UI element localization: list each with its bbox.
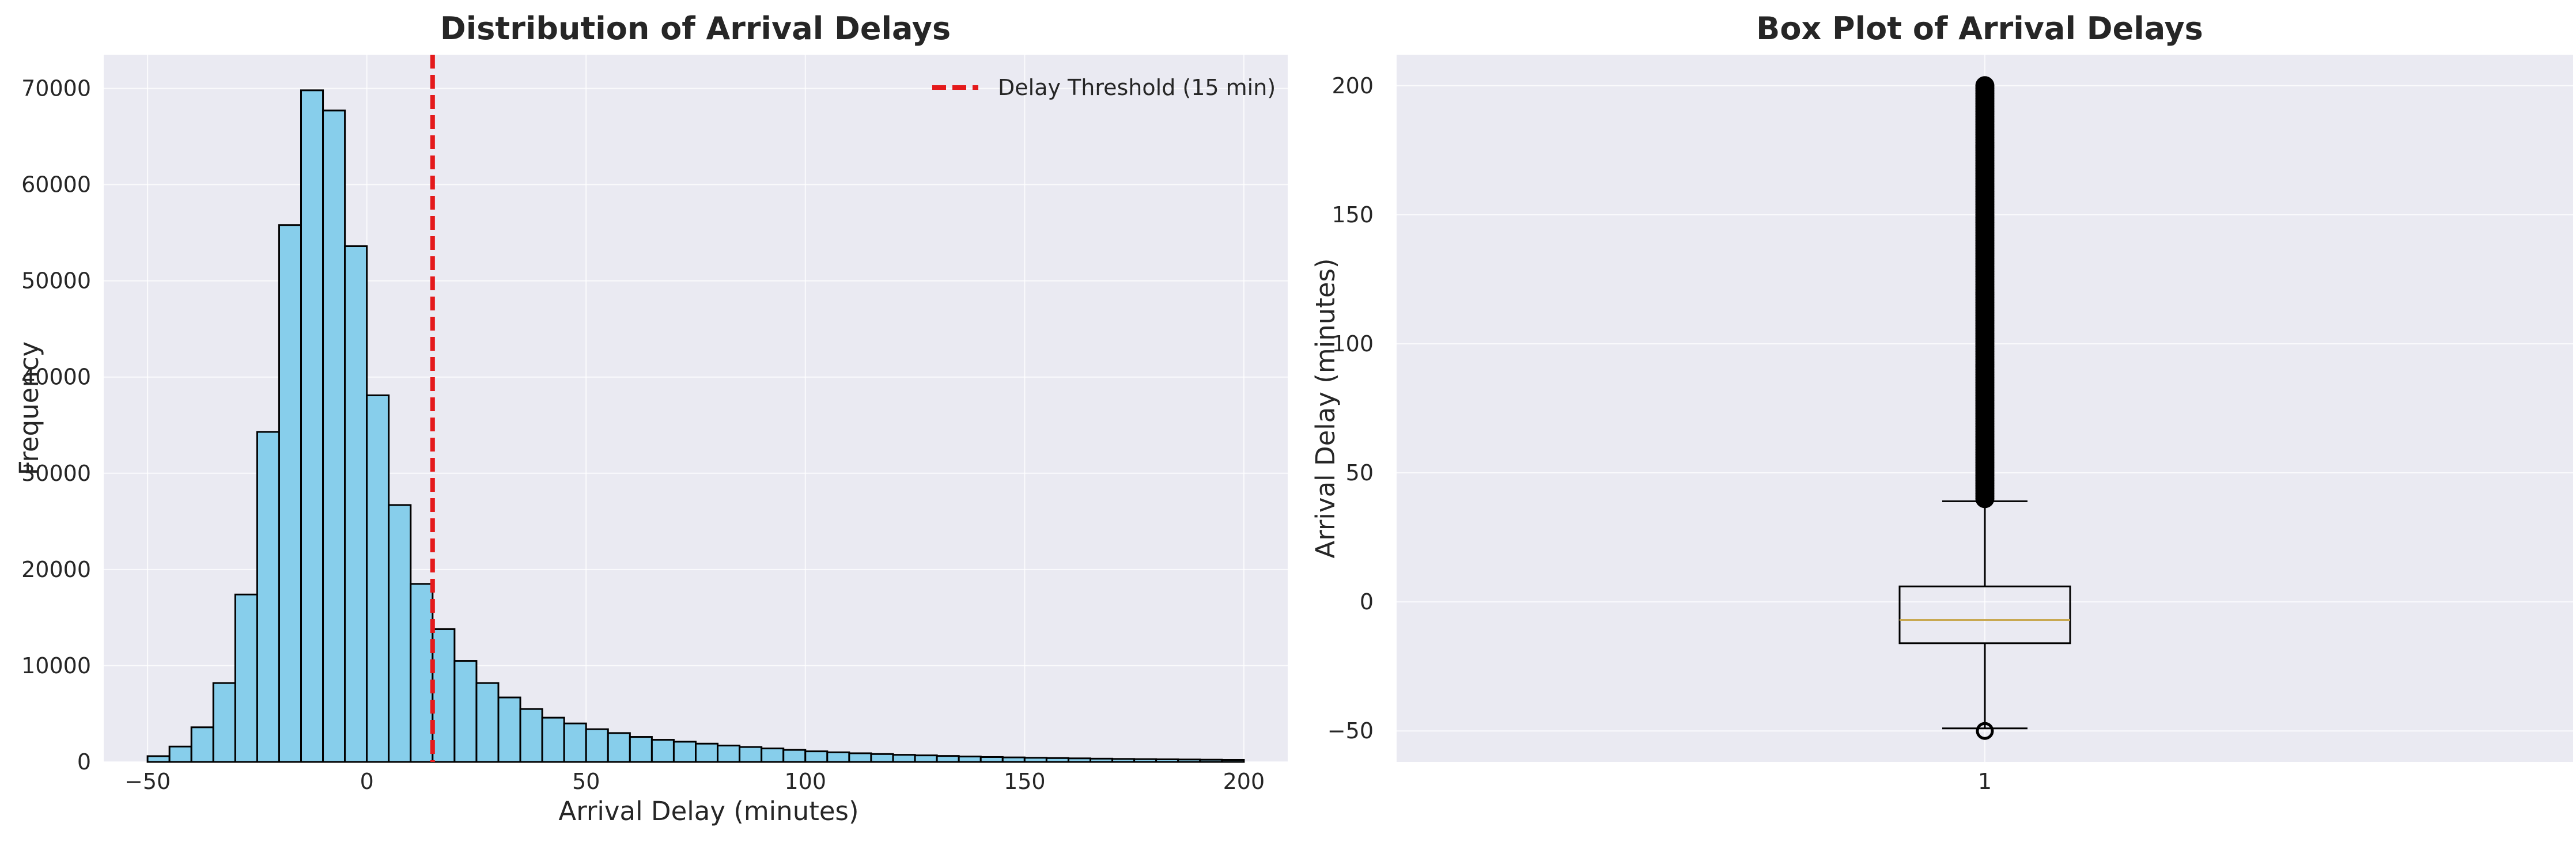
y-tick-label: 70000 [21,75,91,101]
histogram-bar [1177,758,1201,763]
boxplot [1898,76,2071,740]
histogram-bar [146,755,171,763]
histogram-bar [782,749,807,763]
histogram-bar [695,742,719,763]
y-tick-label: −50 [1327,718,1374,743]
x-tick-label: 1 [1978,769,1992,794]
legend: Delay Threshold (15 min) [932,75,1276,100]
histogram-y-ticks: 0 10000 20000 30000 40000 50000 60000 70000 [21,75,91,775]
x-tick-label: 0 [360,769,374,794]
histogram-y-axis-label: Frequency [14,342,44,475]
histogram-title: Distribution of Arrival Delays [440,10,951,47]
y-tick-label: 100 [1331,331,1374,356]
histogram-bar [212,682,236,763]
histogram-bar [1023,757,1047,763]
histogram-bar [1067,757,1092,763]
x-tick-label: 150 [1004,769,1046,794]
histogram-bar [804,750,829,763]
histogram-bar [585,728,609,763]
histogram-bar [234,593,258,763]
histogram-bar [1090,757,1114,763]
histogram-bar [432,628,456,763]
histogram-bar [366,394,390,763]
histogram-bar [475,682,500,763]
outlier-point [1976,722,1994,740]
boxplot-panel: −50 0 50 100 150 200 1 Box Plot of Arrival De… [1310,10,2573,794]
y-tick-label: 40000 [21,365,91,390]
y-tick-label: 200 [1331,73,1374,98]
box-iqr [1898,585,2071,644]
histogram-bar [300,89,324,763]
histogram-bar [256,431,280,763]
histogram-bar [979,756,1004,763]
histogram-bar [1199,758,1223,763]
histogram-bar [541,716,565,763]
histogram-bar [607,732,631,763]
histogram-bar [1001,756,1026,763]
outlier-point [1975,76,1995,96]
histogram-bar [1155,758,1179,763]
x-tick-label: 50 [572,769,600,794]
histogram-x-ticks: −50 0 50 100 150 200 [124,769,1265,794]
histogram-bar [650,739,675,763]
histogram-bar [672,741,697,763]
boxplot-title: Box Plot of Arrival Delays [1756,10,2203,47]
histogram-bar [168,745,192,763]
legend-threshold-label: Delay Threshold (15 min) [998,75,1276,100]
histogram-bar [739,746,763,763]
y-tick-label: 60000 [21,172,91,198]
x-tick-label: −50 [124,769,171,794]
histogram-bar [826,751,850,763]
histogram-bars [146,89,1245,763]
histogram-bar [497,696,521,763]
histogram-bar [892,754,916,763]
y-tick-label: 30000 [21,461,91,486]
histogram-bar [190,726,214,763]
histogram-bar [410,583,434,763]
histogram-bar [563,722,587,763]
y-tick-label: 20000 [21,557,91,582]
histogram-bar [914,754,938,763]
histogram-bar [1133,758,1158,763]
histogram-bar [717,745,741,763]
histogram-bar [322,109,346,763]
boxplot-x-ticks: 1 [1978,769,1992,794]
boxplot-y-ticks: −50 0 50 100 150 200 [1327,73,1374,743]
histogram-bar [848,752,872,763]
y-tick-label: 0 [77,749,91,775]
histogram-bar [936,755,960,763]
x-tick-label: 200 [1223,769,1265,794]
histogram-bar [761,748,785,763]
y-tick-label: 0 [1360,589,1374,614]
histogram-bar [629,736,653,763]
histogram-bar [1221,758,1245,763]
y-tick-label: 50000 [21,268,91,294]
x-tick-label: 100 [785,769,827,794]
y-tick-label: 50 [1346,460,1374,485]
histogram-panel: −50 0 50 100 150 200 0 10000 20000 30000 40000 500… [14,10,1288,826]
histogram-bar [958,756,982,763]
histogram-bar [1111,758,1136,763]
histogram-bar [453,660,478,763]
y-tick-label: 10000 [21,653,91,678]
histogram-bar [870,753,894,763]
histogram-bar [278,224,302,763]
histogram-bar [344,245,368,763]
histogram-bar [1045,757,1069,763]
y-tick-label: 150 [1331,202,1374,227]
histogram-bar [519,708,543,763]
histogram-x-axis-label: Arrival Delay (minutes) [558,796,858,826]
boxplot-y-axis-label: Arrival Delay (minutes) [1310,258,1341,558]
histogram-bar [388,504,412,763]
